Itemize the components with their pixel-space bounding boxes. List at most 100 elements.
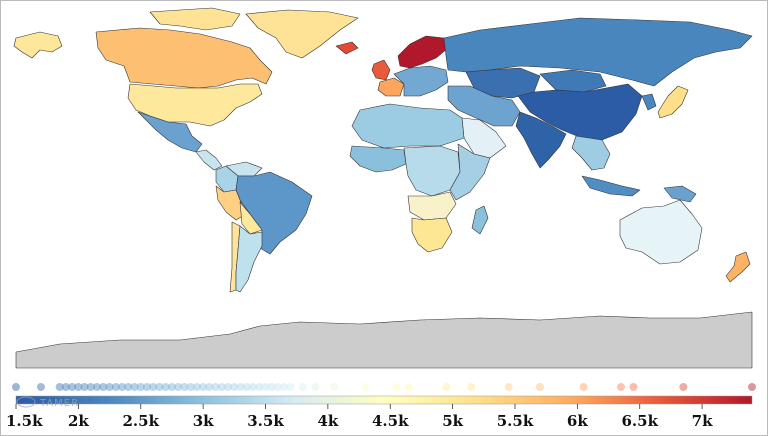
region-north-africa <box>351 103 465 149</box>
colorbar-marker <box>118 383 127 391</box>
colorbar-marker <box>36 383 45 391</box>
region-china <box>517 83 643 141</box>
region-arabian-peninsula <box>461 117 507 159</box>
colorbar-marker <box>267 383 276 391</box>
region-central-america <box>195 149 223 171</box>
colorbar-marker <box>199 383 208 391</box>
colorbar-marker <box>442 383 451 391</box>
colorbar-marker <box>93 383 102 391</box>
region-united-states <box>127 83 263 127</box>
colorbar-marker <box>629 383 638 391</box>
colorbar-tick-label: 5.5k <box>497 412 534 430</box>
colorbar-marker <box>224 383 233 391</box>
region-canada <box>95 27 273 89</box>
colorbar-marker <box>255 383 264 391</box>
region-india <box>515 111 567 169</box>
colorbar-marker <box>404 383 413 391</box>
colorbar-marker <box>80 383 89 391</box>
region-greenland <box>245 9 359 59</box>
colorbar-marker <box>205 383 214 391</box>
region-australia <box>619 199 703 265</box>
region-scandinavia <box>397 35 449 69</box>
colorbar-marker <box>105 383 114 391</box>
region-iceland <box>335 41 359 55</box>
colorbar-marker <box>161 383 170 391</box>
colorbar-marker <box>142 383 151 391</box>
colorbar-marker <box>236 383 245 391</box>
colorbar-marker <box>230 383 239 391</box>
watermark-text: TAMER <box>39 398 79 409</box>
colorbar-marker <box>535 383 544 391</box>
colorbar-marker <box>467 383 476 391</box>
region-japan <box>657 85 689 119</box>
colorbar-marker <box>679 383 688 391</box>
colorbar-marker <box>280 383 289 391</box>
region-madagascar <box>471 205 489 235</box>
region-alaska <box>13 31 63 59</box>
colorbar-marker <box>748 383 756 391</box>
colorbar-marker <box>579 383 588 391</box>
colorbar: 1.5k 2k 2.5k 3k 3.5k 4k 4.5k 5k 5.5k 6k 6.5k 7k <box>6 383 756 430</box>
colorbar-marker <box>186 383 195 391</box>
colorbar-tick-label: 6.5k <box>621 412 658 430</box>
region-west-africa <box>349 145 407 173</box>
colorbar-marker <box>192 383 201 391</box>
region-argentina <box>235 225 263 293</box>
colorbar-marker <box>330 383 339 391</box>
colorbar-marker <box>249 383 258 391</box>
region-east-africa <box>449 143 491 201</box>
colorbar-marker <box>12 383 20 391</box>
region-korea <box>641 93 657 111</box>
colorbar-marker <box>111 383 120 391</box>
colorbar-tick-label: 1.5k <box>6 412 43 430</box>
region-indonesia <box>581 175 641 197</box>
colorbar-marker <box>55 383 64 391</box>
colorbar-tick-label: 7k <box>692 412 713 430</box>
region-brazil <box>235 171 313 255</box>
colorbar-marker <box>124 383 133 391</box>
region-arctic-islands <box>149 7 241 31</box>
colorbar-marker <box>167 383 176 391</box>
colorbar-marker <box>286 383 295 391</box>
region-southeast-asia <box>571 135 611 171</box>
colorbar-marker <box>74 383 83 391</box>
region-bolivia <box>239 201 263 235</box>
colorbar-tick-label: 4k <box>317 412 338 430</box>
colorbar-tick-label: 3.5k <box>247 412 284 430</box>
colorbar-marker <box>136 383 145 391</box>
colorbar-tick-label: 4.5k <box>372 412 409 430</box>
colorbar-marker <box>217 383 226 391</box>
colorbar-tick-label: 3k <box>193 412 214 430</box>
colorbar-marker <box>86 383 95 391</box>
colorbar-marker <box>261 383 270 391</box>
colorbar-marker <box>617 383 626 391</box>
colorbar-marker <box>273 383 282 391</box>
colorbar-marker <box>61 383 70 391</box>
colorbar-marker <box>392 383 401 391</box>
colorbar-marker <box>130 383 139 391</box>
colorbar-marker <box>311 383 320 391</box>
colorbar-marker <box>180 383 189 391</box>
colorbar-marker <box>242 383 251 391</box>
colorbar-marker <box>68 383 77 391</box>
colorbar-marker <box>99 383 108 391</box>
colorbar-tick-label: 2k <box>68 412 89 430</box>
colorbar-marker <box>211 383 220 391</box>
colorbar-tick-label: 5k <box>442 412 463 430</box>
region-new-zealand <box>725 251 751 283</box>
region-antarctica <box>15 311 753 369</box>
region-france <box>377 77 405 97</box>
colorbar-tick-label: 6k <box>567 412 588 430</box>
colorbar-marker <box>361 383 370 391</box>
colorbar-marker <box>504 383 513 391</box>
colorbar-markers <box>12 383 756 391</box>
region-papua-new-guinea <box>663 185 697 203</box>
region-southern-africa <box>407 191 457 221</box>
region-central-africa <box>403 145 461 197</box>
colorbar-marker <box>149 383 158 391</box>
region-central-europe <box>393 65 449 97</box>
colorbar-marker <box>174 383 183 391</box>
colorbar-marker <box>155 383 164 391</box>
watermark-logo: TAMER <box>16 396 79 409</box>
